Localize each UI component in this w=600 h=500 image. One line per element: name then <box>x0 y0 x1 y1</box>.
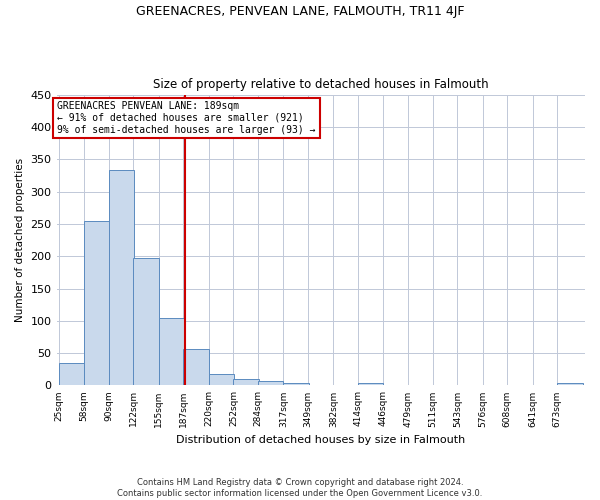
Title: Size of property relative to detached houses in Falmouth: Size of property relative to detached ho… <box>153 78 488 91</box>
Text: GREENACRES, PENVEAN LANE, FALMOUTH, TR11 4JF: GREENACRES, PENVEAN LANE, FALMOUTH, TR11… <box>136 5 464 18</box>
Bar <box>557 383 583 386</box>
Text: Contains HM Land Registry data © Crown copyright and database right 2024.
Contai: Contains HM Land Registry data © Crown c… <box>118 478 482 498</box>
Bar <box>209 374 234 386</box>
Bar <box>109 170 134 386</box>
Bar <box>233 379 259 386</box>
Bar <box>283 383 309 386</box>
Bar <box>258 381 283 386</box>
Text: GREENACRES PENVEAN LANE: 189sqm
← 91% of detached houses are smaller (921)
9% of: GREENACRES PENVEAN LANE: 189sqm ← 91% of… <box>58 102 316 134</box>
Bar <box>59 363 84 386</box>
Bar <box>159 318 184 386</box>
X-axis label: Distribution of detached houses by size in Falmouth: Distribution of detached houses by size … <box>176 435 466 445</box>
Bar <box>358 383 383 386</box>
Bar <box>133 258 159 386</box>
Bar <box>84 222 110 386</box>
Y-axis label: Number of detached properties: Number of detached properties <box>15 158 25 322</box>
Bar <box>184 348 209 386</box>
